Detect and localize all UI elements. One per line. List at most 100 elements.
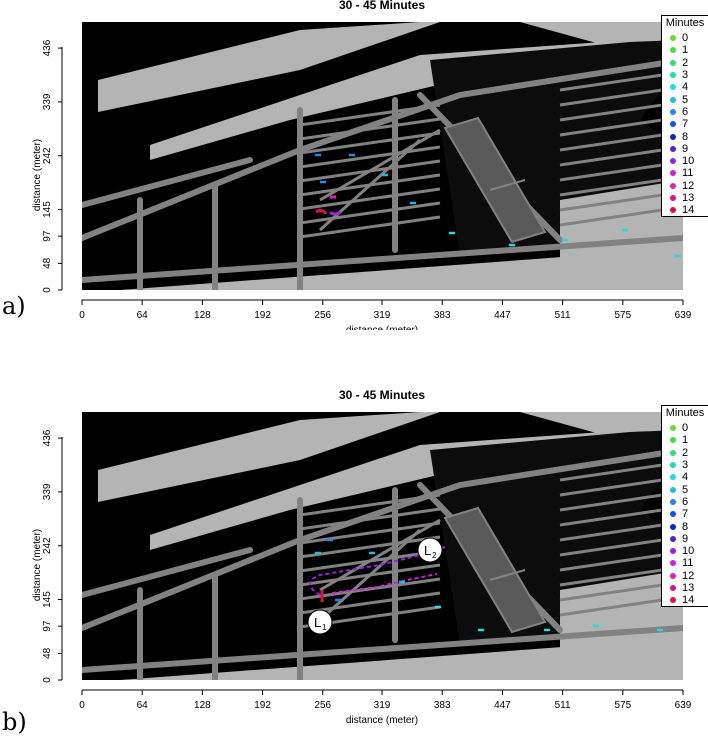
legend-item: 0	[662, 422, 708, 434]
legend-item: 9	[662, 143, 708, 155]
y-tick-label: 48	[42, 647, 53, 659]
legend-item: 10	[662, 155, 708, 167]
legend-item: 3	[662, 459, 708, 471]
legend-item: 14	[662, 204, 708, 216]
road-south	[82, 625, 683, 673]
y-tick-label: 48	[42, 257, 53, 269]
legend-item: 2	[662, 57, 708, 69]
road-diagonal-main	[82, 57, 683, 241]
legend-item: 13	[662, 582, 708, 594]
legend-dot	[670, 35, 676, 42]
legend-item: 5	[662, 483, 708, 496]
legend-dot	[670, 523, 676, 530]
legend-dot	[670, 158, 676, 165]
legend-item: 11	[662, 557, 708, 569]
legend-item: 2	[662, 447, 708, 459]
x-tick-label: 0	[79, 700, 85, 711]
legend-dot	[670, 145, 676, 152]
legend-item: 3	[662, 69, 708, 81]
legend-item: 6	[662, 106, 708, 118]
road-west	[82, 547, 253, 598]
building	[443, 116, 547, 244]
legend-item: 4	[662, 471, 708, 483]
legend-dot	[670, 96, 676, 103]
legend-dot	[670, 425, 676, 432]
x-tick-label: 128	[194, 310, 211, 321]
legend-label: 4	[682, 471, 689, 484]
legend-label: 1	[682, 44, 689, 57]
building-divider	[489, 179, 526, 191]
legend-item: 7	[662, 508, 708, 520]
legend-label: 6	[682, 105, 689, 118]
legend-label: 9	[682, 532, 689, 545]
legend-dot	[670, 47, 676, 54]
legend-b: Minutes 0 1 2 3 4 5 6 7 8 9 10 11 12 13 14	[661, 405, 708, 608]
panel-a-title: 30 - 45 Minutes	[338, 0, 426, 12]
legend-item: 13	[662, 192, 708, 204]
trajectory-mark	[328, 210, 341, 216]
parking-row	[299, 535, 441, 559]
land-top-right	[520, 412, 683, 434]
legend-dot	[670, 182, 676, 189]
building	[443, 506, 547, 634]
legend-dot	[670, 585, 676, 591]
legend-dot	[670, 511, 676, 518]
panel-b-title: 30 - 45 Minutes	[338, 388, 426, 402]
legend-dot	[670, 560, 676, 567]
legend-item: 1	[662, 44, 708, 56]
parking-row	[299, 507, 441, 531]
trajectory-loop	[309, 546, 446, 596]
legend-dot	[670, 535, 676, 542]
road-west	[82, 157, 253, 208]
legend-label: 5	[682, 483, 689, 496]
legend-label: 8	[682, 130, 689, 143]
x-tick-label: 319	[374, 310, 391, 321]
parking-row	[299, 215, 441, 239]
land-upper-left	[98, 22, 440, 112]
legend-dot	[670, 462, 676, 469]
legend-label: 6	[682, 495, 689, 508]
parking-row	[299, 521, 441, 545]
trajectory-loop	[331, 573, 438, 594]
legend-item: 11	[662, 167, 708, 179]
parking-diagonal	[318, 528, 422, 622]
legend-item: 8	[662, 130, 708, 143]
legend-label: 12	[682, 569, 695, 582]
legend-label: 2	[682, 56, 689, 69]
y-axis-label: distance (meter)	[32, 529, 43, 601]
legend-dot	[670, 170, 676, 177]
legend-dot	[670, 84, 676, 91]
legend-label: 4	[682, 81, 689, 94]
building-divider	[489, 569, 526, 581]
x-tick-label: 64	[137, 310, 149, 321]
parking-row	[299, 117, 441, 141]
legend-item: 12	[662, 180, 708, 192]
legend-label: 14	[682, 204, 695, 217]
legend-dot	[670, 498, 676, 505]
y-tick-label: 242	[42, 537, 53, 554]
legend-label: 0	[682, 422, 689, 435]
legend-dot	[670, 207, 676, 214]
x-tick-label: 192	[254, 310, 271, 321]
parking-row	[299, 145, 441, 169]
y-tick-label: 339	[42, 93, 53, 110]
marker-subscript: 2	[432, 551, 437, 560]
y-tick-label: 436	[42, 39, 53, 56]
land-upper-left	[98, 412, 440, 502]
legend-label: 1	[682, 434, 689, 447]
legend-dot	[670, 133, 676, 140]
x-axis-label: distance (meter)	[346, 715, 418, 726]
marker-label: L	[314, 615, 321, 630]
land-strip-south	[120, 638, 683, 680]
x-tick-label: 511	[555, 310, 571, 321]
legend-dot	[670, 195, 676, 201]
legend-item: 8	[662, 520, 708, 533]
y-tick-label: 0	[42, 677, 53, 683]
legend-label: 0	[682, 32, 689, 45]
x-tick-label: 319	[374, 700, 391, 711]
land-top-right	[520, 22, 683, 44]
legend-b-title: Minutes	[665, 407, 705, 419]
x-tick-label: 447	[494, 700, 511, 711]
